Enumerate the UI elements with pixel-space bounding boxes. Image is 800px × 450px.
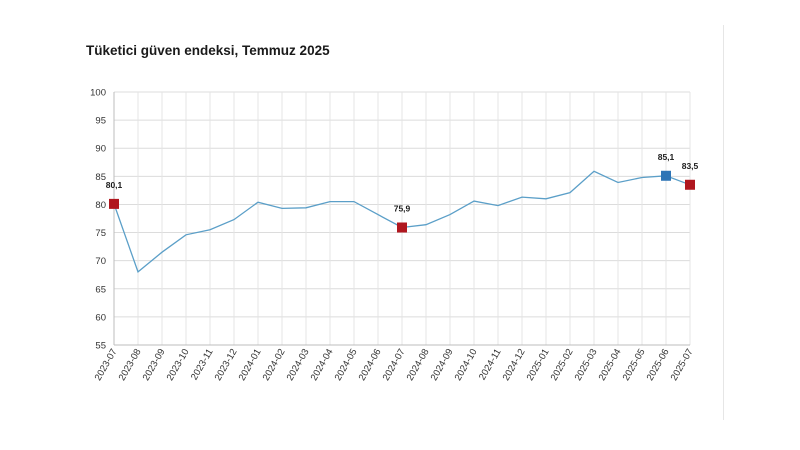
data-point <box>544 197 548 201</box>
x-tick-label: 2025-07 <box>669 347 696 383</box>
y-tick-label: 70 <box>95 256 106 267</box>
data-point <box>160 250 164 254</box>
data-label: 85,1 <box>658 152 675 162</box>
x-tick-label: 2023-10 <box>165 347 192 383</box>
data-label: 80,1 <box>106 180 123 190</box>
x-tick-label: 2024-11 <box>477 347 504 382</box>
data-point <box>352 200 356 204</box>
highlight-marker <box>397 222 407 233</box>
y-tick-label: 85 <box>95 172 106 183</box>
data-point <box>328 200 332 204</box>
data-point <box>280 206 284 210</box>
right-divider <box>723 25 724 420</box>
data-point <box>136 270 140 274</box>
data-point <box>208 228 212 232</box>
data-point <box>472 199 476 203</box>
data-point <box>184 233 188 237</box>
highlight-marker <box>109 198 119 209</box>
data-point <box>376 213 380 217</box>
highlight-layer: 80,1 75,9 85,1 83,5 <box>106 152 699 233</box>
data-point <box>232 218 236 222</box>
y-axis-ticks: 55 60 65 70 75 80 85 90 95 100 <box>90 88 106 352</box>
data-point <box>592 169 596 173</box>
y-tick-label: 90 <box>95 144 106 155</box>
data-point <box>616 181 620 185</box>
y-tick-label: 100 <box>90 88 106 99</box>
x-tick-label: 2024-10 <box>453 347 480 383</box>
y-tick-label: 95 <box>95 116 106 127</box>
data-point <box>256 200 260 204</box>
y-tick-label: 80 <box>95 200 106 211</box>
highlight-marker <box>661 170 671 181</box>
data-point <box>520 195 524 199</box>
data-label: 75,9 <box>394 203 411 213</box>
data-point <box>640 175 644 179</box>
y-tick-label: 65 <box>95 284 106 295</box>
data-point <box>568 191 572 195</box>
highlight-marker <box>685 179 695 190</box>
data-point <box>448 213 452 217</box>
data-point <box>496 204 500 208</box>
y-tick-label: 55 <box>95 341 106 352</box>
y-tick-label: 75 <box>95 228 106 239</box>
y-tick-label: 60 <box>95 312 106 323</box>
chart-title: Tüketici güven endeksi, Temmuz 2025 <box>86 43 330 58</box>
data-point <box>424 223 428 227</box>
data-label: 83,5 <box>682 161 699 171</box>
data-point <box>304 206 308 210</box>
grid <box>113 91 691 346</box>
x-tick-label: 2023-11 <box>189 347 216 382</box>
x-axis-ticks: 2023-072023-082023-092023-102023-112023-… <box>93 347 696 383</box>
